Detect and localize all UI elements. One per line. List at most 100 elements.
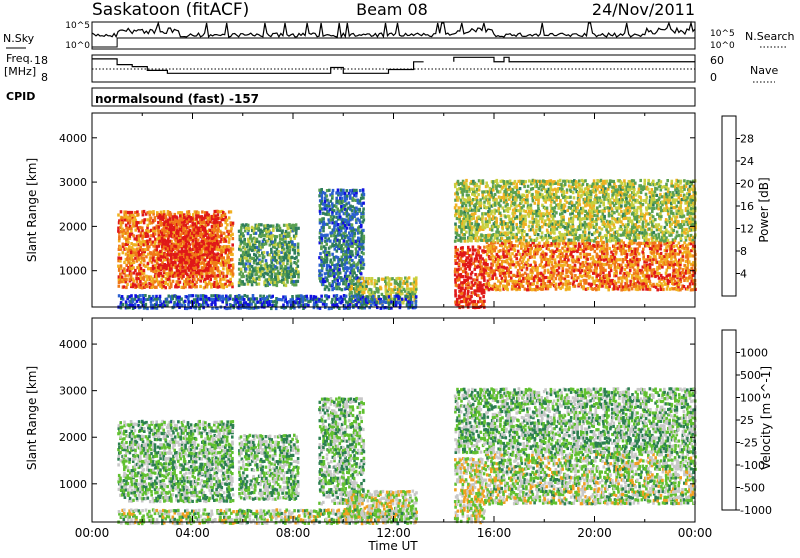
power-cell [592,255,595,258]
power-cell [170,253,173,256]
power-cell [647,274,650,277]
power-cell [175,266,178,269]
power-cell [188,253,191,256]
power-cell [250,297,253,300]
power-cell [326,234,329,237]
power-cell [544,269,547,272]
power-cell [606,250,609,253]
power-cell [625,278,628,281]
power-cell [358,219,361,222]
power-cell [195,285,198,288]
power-cell [217,217,220,220]
power-cell [206,272,209,275]
power-cell [184,283,187,286]
power-cell [238,284,241,287]
power-cell [132,234,135,237]
power-cell [197,211,200,214]
power-cell [666,279,669,282]
power-cell [561,260,564,263]
power-cell [271,295,274,298]
power-cell [179,243,182,246]
power-cell [193,278,196,281]
power-cell [354,295,357,298]
power-cell [650,272,653,275]
power-cell [268,278,271,281]
power-cell [220,254,223,257]
power-cell [124,270,127,273]
power-cell [575,268,578,271]
power-cell [349,276,352,279]
power-cell [232,273,235,276]
power-cell [200,298,203,301]
power-cell [362,258,365,261]
power-cell [120,264,123,267]
power-cell [325,303,328,306]
power-cell [213,231,216,234]
power-cell [502,269,505,272]
power-cell [390,283,393,286]
power-cell [160,255,163,258]
power-cell [258,243,261,246]
power-cell [179,267,182,270]
power-cell [606,247,609,250]
power-cell [674,249,677,252]
power-cell [495,246,498,249]
power-cell [323,264,326,267]
power-cell [489,245,492,248]
power-cell [192,275,195,278]
power-cell [247,232,250,235]
power-cell [512,260,515,263]
power-cell [597,241,600,244]
power-cell [582,279,585,282]
power-cell [479,246,482,249]
power-cell [407,300,410,303]
power-cell [231,258,234,261]
power-cell [351,209,354,212]
power-cell [204,229,207,232]
date-title: 24/Nov/2011 [592,0,695,19]
power-cell [454,289,457,292]
power-cell [513,248,516,251]
power-cell [125,278,128,281]
power-cell [671,255,674,258]
power-cell [491,255,494,258]
power-cell [294,249,297,252]
power-cell [130,262,133,265]
power-cell [217,274,220,277]
power-cell [670,261,673,264]
power-cell [225,227,228,230]
power-cell [232,222,235,225]
power-cell [458,263,461,266]
power-cell [325,294,328,297]
power-cell [660,244,663,247]
power-cell [185,232,188,235]
power-cell [222,267,225,270]
power-cell [456,248,459,251]
power-cell [228,259,231,262]
power-cell [582,261,585,264]
power-cell [406,295,409,298]
power-cell [147,248,150,251]
power-cell [666,288,669,291]
power-cell [616,258,619,261]
power-cell [135,277,138,280]
power-cell [552,255,555,258]
power-cell [132,278,135,281]
power-cell [120,210,123,213]
power-cell [649,263,652,266]
power-cell [291,241,294,244]
power-cell [536,285,539,288]
power-cell [357,251,360,254]
power-cell [286,224,289,227]
power-cell [277,250,280,253]
power-cell [362,196,365,199]
power-cell [189,229,192,232]
power-cell [588,242,591,245]
power-cell [216,240,219,243]
power-cell [211,301,214,304]
cpid-panel: CPID normalsound (fast) -157 [6,88,695,106]
power-cell [202,242,205,245]
power-cell [122,303,125,306]
power-cell [488,282,491,285]
power-cell [621,280,624,283]
